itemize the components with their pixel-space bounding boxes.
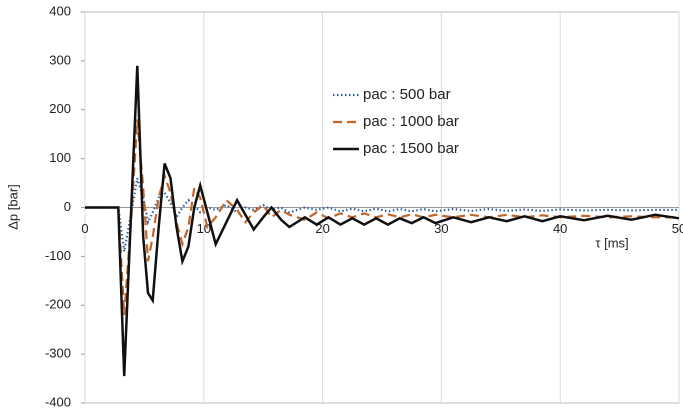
x-tick-label: 0 xyxy=(81,221,88,236)
y-tick-label: 0 xyxy=(64,199,71,214)
y-tick-label: -400 xyxy=(45,394,71,409)
y-tick-label: 200 xyxy=(49,101,71,116)
y-tick-label: -300 xyxy=(45,346,71,361)
y-axis-label: Δp [bar] xyxy=(5,184,20,230)
x-tick-label: 30 xyxy=(434,221,448,236)
series-line xyxy=(85,177,679,252)
y-tick-label: -200 xyxy=(45,297,71,312)
x-axis-label: τ [ms] xyxy=(595,235,628,250)
series-line xyxy=(85,65,680,377)
y-tick-label: 400 xyxy=(49,3,71,18)
x-tick-label: 20 xyxy=(315,221,329,236)
x-tick-label: 10 xyxy=(197,221,211,236)
x-tick-label: 40 xyxy=(553,221,567,236)
y-tick-label: -100 xyxy=(45,248,71,263)
legend-text: pac : 1500 bar xyxy=(363,140,459,157)
y-tick-label: 100 xyxy=(49,150,71,165)
x-tick-label: 50 xyxy=(672,221,683,236)
legend-text: pac : 500 bar xyxy=(363,86,451,103)
series-line xyxy=(85,119,679,316)
legend-text: pac : 1000 bar xyxy=(363,113,459,130)
y-tick-label: 300 xyxy=(49,52,71,67)
